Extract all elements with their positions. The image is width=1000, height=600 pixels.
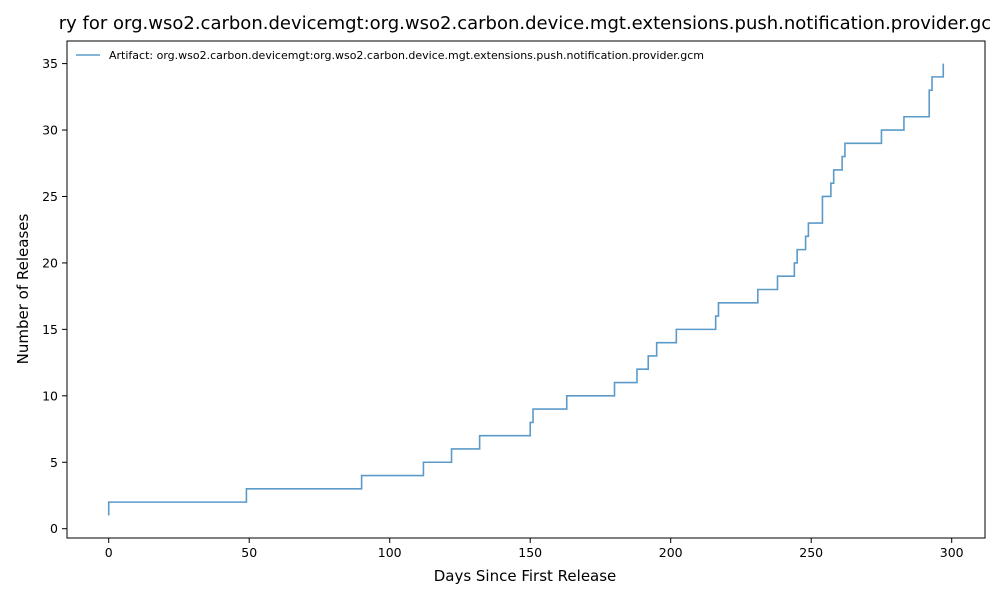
y-axis-label: Number of Releases bbox=[14, 213, 32, 364]
x-axis: 0 50 100 150 200 250 300 bbox=[105, 538, 964, 560]
x-tick-label: 150 bbox=[518, 545, 542, 560]
y-tick-label: 0 bbox=[50, 521, 58, 536]
x-tick-label: 300 bbox=[940, 545, 964, 560]
y-tick-label: 30 bbox=[42, 123, 58, 138]
x-tick-label: 200 bbox=[659, 545, 683, 560]
x-axis-label: Days Since First Release bbox=[434, 567, 617, 585]
plot-frame bbox=[66, 40, 986, 539]
legend: Artifact: org.wso2.carbon.devicemgt:org.… bbox=[76, 49, 704, 62]
x-tick-label: 100 bbox=[378, 545, 402, 560]
series-line bbox=[107, 63, 945, 516]
chart-title: ry for org.wso2.carbon.devicemgt:org.wso… bbox=[59, 13, 991, 34]
y-tick-label: 25 bbox=[42, 189, 58, 204]
y-tick-label: 15 bbox=[42, 322, 58, 337]
y-tick-label: 5 bbox=[50, 455, 58, 470]
y-tick-label: 10 bbox=[42, 388, 58, 403]
y-tick-label: 20 bbox=[42, 255, 58, 270]
y-tick-label: 35 bbox=[42, 56, 58, 71]
legend-entry-label: Artifact: org.wso2.carbon.devicemgt:org.… bbox=[109, 49, 704, 62]
x-tick-label: 50 bbox=[241, 545, 257, 560]
x-tick-label: 250 bbox=[799, 545, 823, 560]
x-tick-label: 0 bbox=[105, 545, 113, 560]
y-axis: 0 5 10 15 20 25 30 35 bbox=[42, 56, 67, 536]
